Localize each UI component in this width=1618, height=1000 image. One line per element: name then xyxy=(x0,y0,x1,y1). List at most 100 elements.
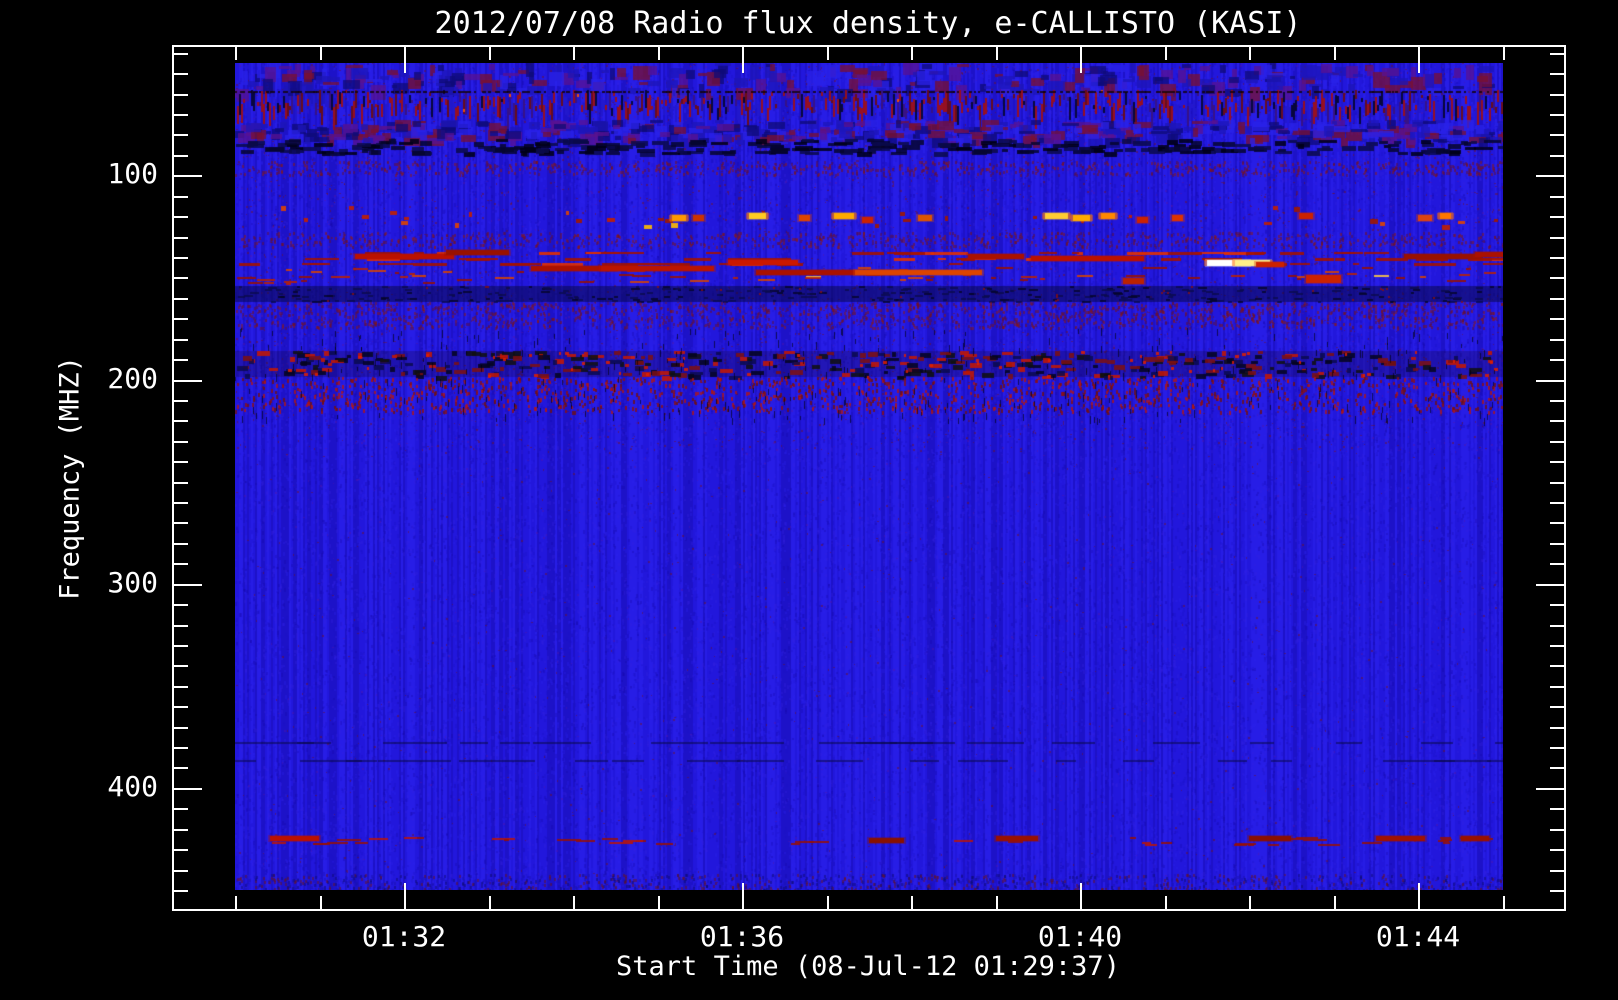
y-tick-left xyxy=(174,604,188,606)
y-tick-left xyxy=(174,482,188,484)
y-tick-label: 400 xyxy=(107,769,158,803)
x-tick-top xyxy=(1165,47,1167,60)
x-tick-top xyxy=(1503,47,1505,60)
y-tick-right xyxy=(1550,686,1564,688)
y-tick-right xyxy=(1550,461,1564,463)
y-tick-right xyxy=(1550,890,1564,892)
y-tick-right xyxy=(1550,482,1564,484)
y-tick-right xyxy=(1550,502,1564,504)
x-tick-top xyxy=(320,47,322,60)
x-tick-top xyxy=(1249,47,1251,60)
y-tick-left xyxy=(174,727,188,729)
y-tick-left xyxy=(174,543,188,545)
y-tick-left xyxy=(174,155,188,157)
x-tick-top xyxy=(1418,47,1420,73)
y-tick-right xyxy=(1550,543,1564,545)
y-tick-right xyxy=(1550,73,1564,75)
x-tick-top xyxy=(827,47,829,60)
y-tick-right xyxy=(1550,829,1564,831)
y-tick-right xyxy=(1550,277,1564,279)
x-tick-bottom xyxy=(320,896,322,909)
y-tick-left xyxy=(174,257,188,259)
y-tick-left xyxy=(174,461,188,463)
x-tick-bottom xyxy=(658,896,660,909)
x-tick-top xyxy=(1080,47,1082,73)
y-tick-left xyxy=(174,441,188,443)
x-tick-label: 01:32 xyxy=(361,920,447,953)
x-tick-label: 01:44 xyxy=(1375,920,1461,953)
y-tick-left xyxy=(174,134,188,136)
x-tick-bottom xyxy=(1418,883,1420,909)
plot-frame xyxy=(172,45,1566,911)
y-tick-right xyxy=(1536,380,1564,382)
y-tick-left xyxy=(174,890,188,892)
y-tick-left xyxy=(174,849,188,851)
y-tick-left xyxy=(174,645,188,647)
x-tick-bottom xyxy=(1503,896,1505,909)
y-tick-left xyxy=(174,522,188,524)
x-tick-bottom xyxy=(573,896,575,909)
y-tick-left xyxy=(174,196,188,198)
x-tick-top xyxy=(235,47,237,60)
y-tick-left xyxy=(174,502,188,504)
y-tick-left xyxy=(174,73,188,75)
x-tick-bottom xyxy=(404,883,406,909)
x-tick-bottom xyxy=(827,896,829,909)
x-tick-top xyxy=(404,47,406,73)
y-tick-left xyxy=(174,747,188,749)
y-tick-right xyxy=(1550,808,1564,810)
y-tick-label: 200 xyxy=(107,361,158,395)
x-tick-top xyxy=(489,47,491,60)
x-tick-top xyxy=(742,47,744,73)
y-tick-right xyxy=(1550,114,1564,116)
y-tick-right xyxy=(1550,237,1564,239)
y-tick-right xyxy=(1550,747,1564,749)
x-tick-bottom xyxy=(742,883,744,909)
y-tick-right xyxy=(1550,298,1564,300)
y-tick-right xyxy=(1536,584,1564,586)
y-tick-right xyxy=(1550,196,1564,198)
y-tick-left xyxy=(174,175,202,177)
x-tick-top xyxy=(1334,47,1336,60)
x-tick-label: 01:40 xyxy=(1037,920,1123,953)
y-tick-left xyxy=(174,706,188,708)
x-tick-bottom xyxy=(1249,896,1251,909)
x-tick-bottom xyxy=(1080,883,1082,909)
y-tick-left xyxy=(174,420,188,422)
y-tick-right xyxy=(1550,767,1564,769)
y-tick-right xyxy=(1550,134,1564,136)
x-tick-bottom xyxy=(996,896,998,909)
y-tick-right xyxy=(1550,727,1564,729)
y-tick-right xyxy=(1550,359,1564,361)
y-tick-left xyxy=(174,808,188,810)
y-tick-right xyxy=(1550,257,1564,259)
y-tick-left xyxy=(174,339,188,341)
y-tick-left xyxy=(174,298,188,300)
y-tick-label: 100 xyxy=(107,156,158,190)
y-tick-right xyxy=(1550,625,1564,627)
x-tick-top xyxy=(658,47,660,60)
y-tick-left xyxy=(174,216,188,218)
y-tick-left xyxy=(174,318,188,320)
x-tick-label: 01:36 xyxy=(699,920,785,953)
y-tick-right xyxy=(1550,155,1564,157)
y-tick-right xyxy=(1550,94,1564,96)
spectrogram-image xyxy=(235,63,1503,890)
y-tick-right xyxy=(1550,645,1564,647)
y-tick-right xyxy=(1550,339,1564,341)
x-tick-bottom xyxy=(1165,896,1167,909)
y-tick-right xyxy=(1550,420,1564,422)
y-tick-left xyxy=(174,400,188,402)
y-tick-left xyxy=(174,788,202,790)
y-tick-right xyxy=(1550,400,1564,402)
y-tick-right xyxy=(1536,175,1564,177)
y-axis-title: Frequency (MHZ) xyxy=(54,356,86,600)
y-tick-left xyxy=(174,625,188,627)
y-tick-right xyxy=(1550,318,1564,320)
y-tick-right xyxy=(1550,563,1564,565)
y-tick-right xyxy=(1550,441,1564,443)
y-tick-left xyxy=(174,359,188,361)
x-tick-bottom xyxy=(235,896,237,909)
y-tick-left xyxy=(174,665,188,667)
y-tick-right xyxy=(1550,665,1564,667)
